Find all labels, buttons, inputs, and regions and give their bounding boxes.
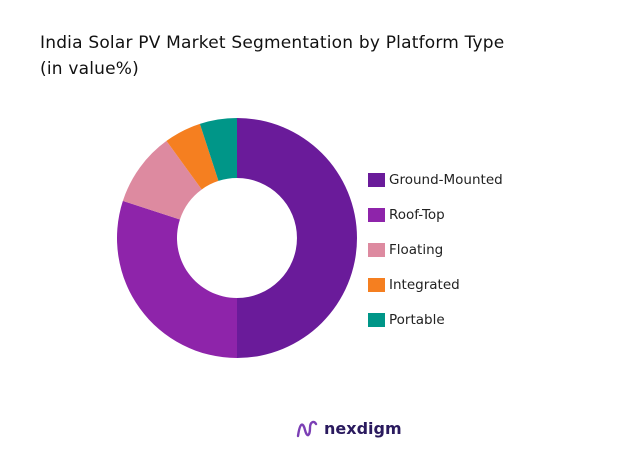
legend-item: Roof-Top [368, 197, 503, 232]
slice-floating [122, 140, 202, 220]
slice-integrated [166, 123, 219, 190]
legend-label: Ground-Mounted [389, 171, 503, 188]
legend-item: Ground-Mounted [368, 162, 503, 197]
legend-label: Roof-Top [389, 206, 445, 223]
legend-label: Portable [389, 311, 445, 328]
slice-portable [199, 118, 237, 181]
legend: Ground-Mounted Roof-Top Floating Integrated… [368, 162, 503, 337]
legend-swatch [368, 312, 385, 327]
legend-item: Portable [368, 302, 503, 337]
legend-item: Integrated [368, 267, 503, 302]
title-line-2: (in value%) [40, 59, 139, 79]
nexdigm-logo: nexdigm [296, 418, 402, 438]
legend-swatch [368, 242, 385, 257]
slice-ground-mounted [237, 118, 357, 358]
legend-swatch [368, 172, 385, 187]
legend-item: Floating [368, 232, 503, 267]
legend-swatch [368, 207, 385, 222]
legend-label: Integrated [389, 276, 460, 293]
chart-title: India Solar PV Market Segmentation by Pl… [40, 30, 504, 82]
title-line-1: India Solar PV Market Segmentation by Pl… [40, 33, 505, 53]
legend-label: Floating [389, 241, 444, 258]
logo-mark-icon [296, 420, 318, 438]
slice-roof-top [116, 200, 237, 358]
brand-name: nexdigm [324, 418, 402, 438]
legend-swatch [368, 277, 385, 292]
